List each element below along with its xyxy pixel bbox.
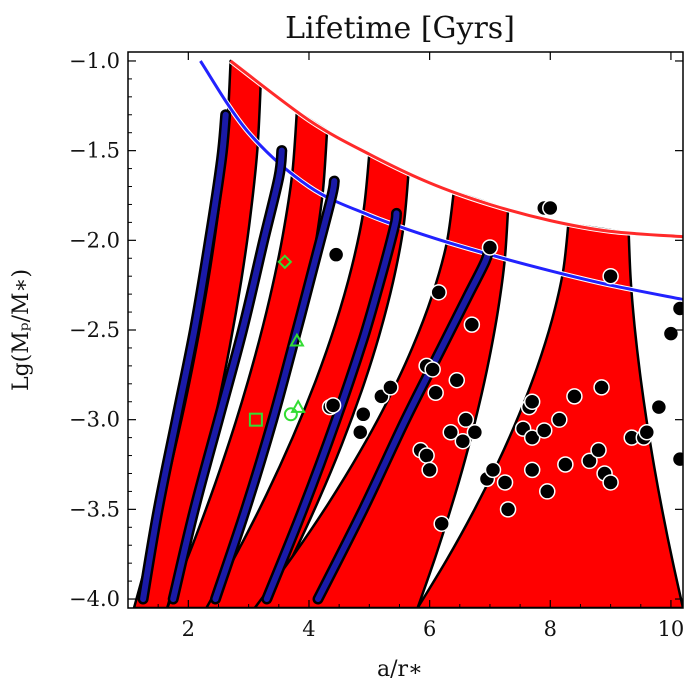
planet-point — [442, 423, 459, 441]
planet-point — [638, 423, 656, 441]
chart-title: Lifetime [Gyrs] — [285, 11, 515, 46]
x-tick-label: 10 — [658, 617, 685, 641]
planet-point — [481, 239, 499, 256]
marker-circle — [283, 407, 298, 422]
x-tick-label: 2 — [182, 617, 195, 641]
planet-point — [421, 461, 438, 479]
planet-point — [581, 452, 598, 470]
planet-point — [523, 461, 541, 479]
planet-point — [324, 397, 342, 414]
evolution-tracks — [137, 109, 495, 605]
planet-point — [523, 429, 541, 446]
planet-point — [662, 325, 680, 342]
planet-point — [433, 515, 450, 532]
planet-point — [427, 384, 444, 402]
planet-point — [523, 393, 541, 410]
limit-curves — [198, 59, 683, 302]
planet-point — [463, 316, 481, 333]
highlight-markers — [248, 254, 306, 427]
track-2 — [170, 147, 285, 602]
bands-layer — [132, 59, 683, 608]
planet-point — [557, 456, 574, 473]
planet-point — [466, 423, 484, 441]
y-tick-label: −2.5 — [69, 318, 120, 342]
planet-point — [424, 361, 441, 378]
marker-triangle — [290, 399, 306, 413]
planet-point — [602, 474, 619, 491]
y-tick-label: −1.0 — [69, 49, 120, 73]
x-axis-label: a/r∗ — [377, 657, 423, 682]
x-tick-label: 4 — [302, 617, 315, 641]
planet-point — [448, 371, 466, 389]
planet-point — [590, 441, 607, 459]
marker-triangle — [289, 332, 305, 347]
planet-point — [418, 447, 435, 464]
planet-point — [352, 423, 369, 441]
band-3 — [205, 152, 410, 608]
track-4 — [263, 210, 400, 602]
track-1 — [140, 111, 229, 602]
y-tick-label: −3.5 — [69, 497, 120, 521]
planet-point — [496, 474, 514, 491]
planets — [321, 199, 683, 532]
planet-point — [484, 461, 502, 479]
planet-point — [602, 267, 619, 285]
planet-point — [650, 398, 668, 416]
planet-point — [454, 432, 472, 450]
planet-point — [499, 501, 517, 518]
y-tick-label: −1.5 — [69, 139, 120, 163]
band-5 — [416, 222, 683, 608]
planet-point — [671, 300, 683, 317]
planet-point — [539, 483, 556, 500]
planet-point — [566, 388, 583, 405]
planet-point — [382, 379, 399, 396]
planet-point — [355, 406, 372, 423]
planet-point — [551, 411, 568, 428]
marker-diamond — [277, 254, 293, 270]
planet-point — [671, 450, 683, 468]
planet-point — [536, 422, 553, 439]
planet-point — [593, 379, 610, 396]
y-tick-label: −4.0 — [69, 587, 120, 611]
y-axis-label: Lg(Mₚ/M∗) — [9, 269, 34, 391]
limit-curve-lower — [199, 60, 683, 301]
axis-ticks: 2 4 6 8 10 −1.0 −1.5 −2.0 −2.5 −3.0 −3.5 −4.0 — [69, 49, 684, 641]
marker-square — [248, 412, 263, 427]
x-tick-label: 8 — [544, 617, 557, 641]
y-tick-label: −3.0 — [69, 408, 120, 432]
x-tick-label: 6 — [423, 617, 436, 641]
planet-point — [542, 199, 559, 217]
planet-point — [327, 246, 345, 263]
planet-point — [457, 411, 475, 428]
y-tick-label: −2.0 — [69, 228, 120, 252]
planet-point — [430, 284, 447, 301]
limit-curve-upper — [229, 59, 683, 239]
